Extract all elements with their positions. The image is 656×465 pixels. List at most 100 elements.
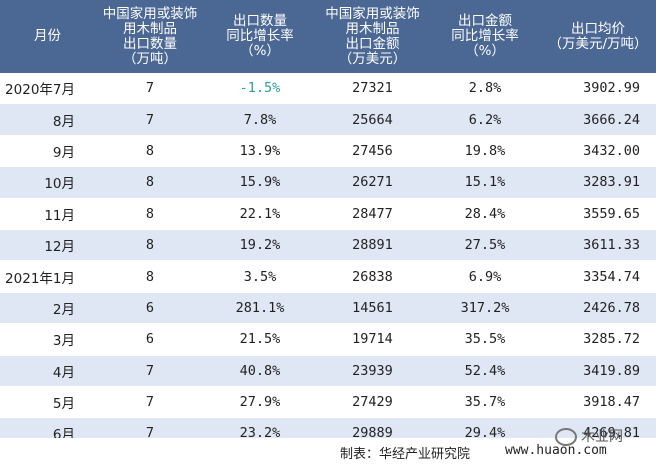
cell-export-quantity: 6 (95, 292, 205, 325)
table-row: 4月 7 40.8% 23939 52.4% 3419.89 (0, 355, 656, 387)
cell-month: 12月 (0, 229, 95, 262)
cell-export-amount: 28477 (315, 198, 430, 230)
cell-average-price: 3285.72 (540, 323, 656, 356)
cell-month: 2020年7月 (0, 73, 95, 105)
cell-quantity-yoy: 15.9% (205, 166, 315, 199)
cell-export-amount: 19714 (315, 323, 430, 356)
header-line: （万吨） (123, 50, 177, 67)
table-row: 2021年1月 8 3.5% 26838 6.9% 3354.74 (0, 260, 656, 293)
cell-quantity-yoy: 22.1% (205, 198, 315, 230)
cell-export-amount: 27429 (315, 386, 430, 419)
table-row: 12月 8 19.2% 28891 27.5% 3611.33 (0, 229, 656, 262)
cell-quantity-yoy: 19.2% (205, 229, 315, 262)
table-body: 2020年7月 7 -1.5% 27321 2.8% 3902.99 8月 7 7.8% 2566… (0, 73, 656, 450)
header-average-price: 出口均价 （万美元/万吨） (540, 0, 656, 73)
cell-average-price: 3559.65 (540, 198, 656, 230)
cell-export-quantity: 6 (95, 323, 205, 356)
cell-export-amount: 14561 (315, 292, 430, 325)
source-url: www.huaon.com (505, 443, 607, 458)
cell-quantity-yoy: 3.5% (205, 260, 315, 293)
cell-export-quantity: 8 (95, 198, 205, 230)
chat-bubble-icon (555, 428, 577, 446)
cell-quantity-yoy: 27.9% (205, 386, 315, 419)
cell-amount-yoy: 317.2% (430, 292, 540, 325)
source-note: 制表：华经产业研究院 (340, 447, 471, 462)
cell-export-quantity: 7 (95, 386, 205, 419)
header-line: 用木制品 (345, 20, 400, 37)
cell-amount-yoy: 6.9% (430, 260, 540, 293)
cell-quantity-yoy: 40.8% (205, 355, 315, 387)
cell-average-price: 3354.74 (540, 260, 656, 293)
cell-month: 11月 (0, 198, 95, 230)
cell-quantity-yoy: -1.5% (205, 73, 315, 105)
cell-month: 2021年1月 (0, 260, 95, 293)
header-line: 用木制品 (123, 20, 177, 37)
cell-amount-yoy: 35.7% (430, 386, 540, 419)
cell-average-price: 3918.47 (540, 386, 656, 419)
header-export-quantity: 中国家用或装饰 用木制品 出口数量 （万吨） (95, 0, 205, 73)
cell-export-amount: 27321 (315, 73, 430, 105)
table-row: 11月 8 22.1% 28477 28.4% 3559.65 (0, 198, 656, 230)
cell-average-price: 3666.24 (540, 103, 656, 136)
cell-quantity-yoy: 21.5% (205, 323, 315, 356)
cell-export-amount: 26838 (315, 260, 430, 293)
header-line: 同比增长率 (226, 28, 294, 44)
export-data-table: 月份 中国家用或装饰 用木制品 出口数量 （万吨） 出口数量 同比增长率 （%）… (0, 0, 656, 450)
header-line: （%） (465, 43, 505, 59)
header-quantity-yoy: 出口数量 同比增长率 （%） (205, 0, 315, 73)
cell-month: 9月 (0, 135, 95, 168)
table-row: 5月 7 27.9% 27429 35.7% 3918.47 (0, 386, 656, 419)
header-export-amount: 中国家用或装饰 用木制品 出口金额 （万美元） (315, 0, 430, 73)
cell-month: 10月 (0, 166, 95, 199)
cell-month: 8月 (0, 103, 95, 136)
cell-export-quantity: 8 (95, 229, 205, 262)
table-row: 2月 6 281.1% 14561 317.2% 2426.78 (0, 292, 656, 325)
header-line: 出口均价 (571, 20, 625, 37)
cell-average-price: 3283.91 (540, 166, 656, 199)
header-line: 中国家用或装饰 (325, 5, 420, 22)
cell-average-price: 3419.89 (540, 355, 656, 387)
cell-amount-yoy: 2.8% (430, 73, 540, 105)
table-row: 3月 6 21.5% 19714 35.5% 3285.72 (0, 323, 656, 356)
header-line: 中国家用或装饰 (102, 5, 198, 22)
header-line: 出口数量 (233, 13, 287, 29)
header-month: 月份 (0, 0, 95, 73)
cell-amount-yoy: 35.5% (430, 323, 540, 356)
cell-amount-yoy: 6.2% (430, 103, 540, 136)
table-row: 10月 8 15.9% 26271 15.1% 3283.91 (0, 166, 656, 199)
cell-quantity-yoy: 7.8% (205, 103, 315, 136)
cell-average-price: 3902.99 (540, 73, 656, 105)
cell-export-quantity: 7 (95, 103, 205, 136)
header-row: 月份 中国家用或装饰 用木制品 出口数量 （万吨） 出口数量 同比增长率 （%）… (0, 0, 656, 73)
cell-export-amount: 25664 (315, 103, 430, 136)
cell-export-quantity: 7 (95, 355, 205, 387)
cell-export-quantity: 8 (95, 135, 205, 168)
cell-export-amount: 27456 (315, 135, 430, 168)
header-line: （万美元/万吨） (548, 35, 648, 52)
cell-month: 4月 (0, 355, 95, 387)
cell-amount-yoy: 52.4% (430, 355, 540, 387)
cell-amount-yoy: 28.4% (430, 198, 540, 230)
cell-export-quantity: 7 (95, 73, 205, 105)
header-line: 出口金额 (345, 35, 400, 52)
cell-average-price: 2426.78 (540, 292, 656, 325)
cell-month: 5月 (0, 386, 95, 419)
header-month-line: 月份 (34, 28, 61, 44)
header-line: （%） (240, 43, 280, 59)
header-line: 出口金额 (458, 13, 512, 29)
watermark: 木业网 (555, 426, 623, 446)
cell-export-quantity: 8 (95, 260, 205, 293)
cell-month: 3月 (0, 323, 95, 356)
header-line: （万美元） (338, 50, 407, 67)
header-line: 同比增长率 (451, 28, 519, 44)
cell-export-amount: 23939 (315, 355, 430, 387)
table-row: 9月 8 13.9% 27456 19.8% 3432.00 (0, 135, 656, 168)
table-row: 8月 7 7.8% 25664 6.2% 3666.24 (0, 103, 656, 136)
cell-amount-yoy: 27.5% (430, 229, 540, 262)
table-row: 2020年7月 7 -1.5% 27321 2.8% 3902.99 (0, 73, 656, 105)
header-line: 出口数量 (123, 35, 177, 52)
table-footer: 木业网 制表：华经产业研究院 www.huaon.com (0, 428, 656, 465)
cell-quantity-yoy: 281.1% (205, 292, 315, 325)
cell-quantity-yoy: 13.9% (205, 135, 315, 168)
cell-export-amount: 26271 (315, 166, 430, 199)
